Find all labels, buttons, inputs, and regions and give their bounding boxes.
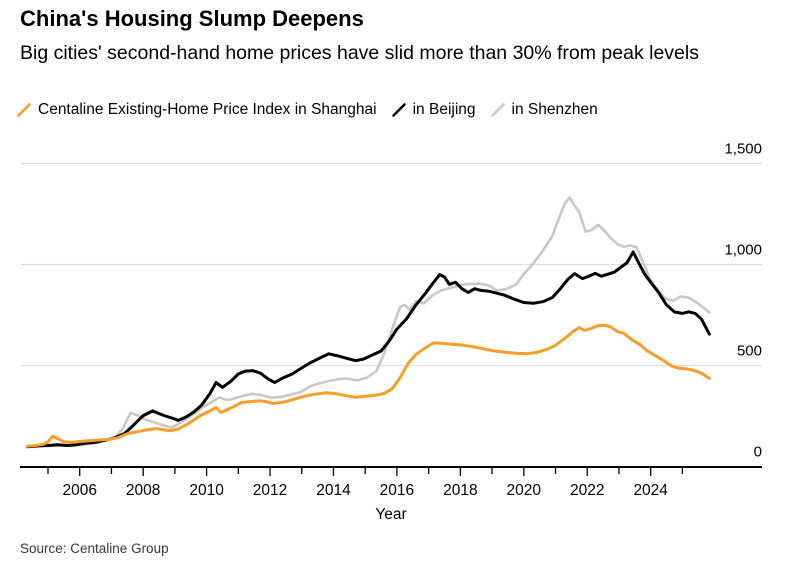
x-tick-label: 2024 bbox=[633, 482, 668, 499]
x-tick-label: 2010 bbox=[189, 482, 224, 499]
x-tick-label: 2020 bbox=[507, 482, 542, 499]
source-note: Source: Centaline Group bbox=[20, 541, 169, 556]
y-tick-label: 1,000 bbox=[724, 242, 762, 259]
y-tick-label: 1,500 bbox=[724, 141, 762, 158]
page-title: China's Housing Slump Deepens bbox=[20, 6, 364, 31]
shanghai-line-swatch-icon bbox=[17, 103, 31, 117]
series-line-shanghai bbox=[25, 323, 711, 448]
legend-item-beijing: in Beijing bbox=[391, 101, 476, 119]
x-axis-title: Year bbox=[375, 506, 406, 523]
x-tick-label: 2006 bbox=[62, 482, 96, 499]
series-line-shenzhen bbox=[26, 196, 711, 449]
series-line-beijing bbox=[25, 250, 711, 449]
legend-item-shenzhen: in Shenzhen bbox=[490, 101, 598, 119]
legend-label-shanghai: Centaline Existing-Home Price Index in S… bbox=[38, 101, 377, 118]
y-tick-label: 0 bbox=[754, 444, 762, 461]
legend-label-shenzhen: in Shenzhen bbox=[511, 101, 598, 118]
shenzhen-line-swatch-icon bbox=[490, 103, 505, 117]
beijing-line-swatch-icon bbox=[391, 103, 406, 117]
x-tick-label: 2008 bbox=[126, 482, 160, 499]
legend-label-beijing: in Beijing bbox=[412, 101, 476, 118]
y-tick-label: 500 bbox=[737, 343, 762, 360]
legend: Centaline Existing-Home Price Index in S… bbox=[17, 101, 598, 119]
x-tick-label: 2014 bbox=[316, 482, 351, 499]
x-tick-label: 2018 bbox=[443, 482, 477, 499]
chart-subtitle: Big cities' second-hand home prices have… bbox=[20, 42, 699, 64]
x-tick-label: 2012 bbox=[253, 482, 287, 499]
legend-item-shanghai: Centaline Existing-Home Price Index in S… bbox=[17, 101, 377, 119]
x-tick-label: 2016 bbox=[380, 482, 414, 499]
x-tick-label: 2022 bbox=[570, 482, 604, 499]
